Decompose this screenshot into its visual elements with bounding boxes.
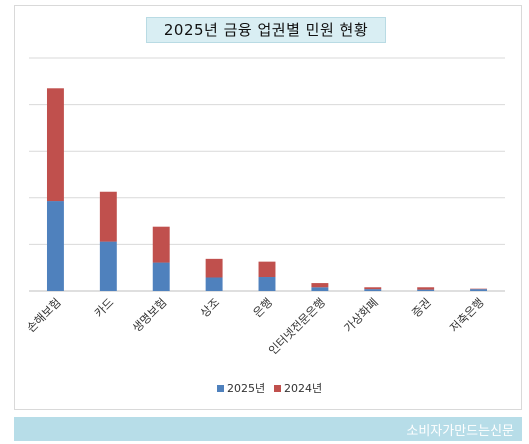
bar-series2 <box>258 261 276 278</box>
bar-series1 <box>205 277 223 291</box>
x-tick-label: 가상화폐 <box>341 295 381 335</box>
bar-series1 <box>46 201 64 291</box>
bar-series2 <box>205 258 223 278</box>
x-tick-label: 카드 <box>92 295 117 320</box>
bar-series1 <box>364 289 382 291</box>
legend: 2025년 2024년 <box>217 382 322 395</box>
x-tick-label: 인터넷전문은행 <box>266 295 328 357</box>
bar-series1 <box>417 289 435 291</box>
legend-label: 2024년 <box>284 382 322 395</box>
chart-frame <box>14 5 522 410</box>
bar-series1 <box>258 277 276 291</box>
bar-series2 <box>311 283 329 288</box>
bar-series2 <box>46 88 64 202</box>
x-tick-label: 상조 <box>197 295 222 320</box>
bar-series1 <box>311 287 329 291</box>
bar-series2 <box>417 287 435 290</box>
legend-label: 2025년 <box>227 382 265 395</box>
x-tick-label: 증권 <box>409 295 434 320</box>
bar-series1 <box>470 289 488 291</box>
x-tick-label: 은행 <box>250 295 275 320</box>
footer-brand: 소비자가만드는신문 <box>406 424 514 439</box>
bar-series1 <box>152 262 170 291</box>
bars <box>46 88 488 291</box>
bar-series2 <box>99 191 117 242</box>
legend-swatch <box>217 385 224 392</box>
footer-band: 소비자가만드는신문 <box>14 417 522 441</box>
chart-title: 2025년 금융 업권별 민원 현황 <box>146 17 386 43</box>
bar-series2 <box>364 287 382 290</box>
x-tick-label: 손해보험 <box>24 295 64 335</box>
x-tick-label: 생명보험 <box>130 295 170 335</box>
bar-series1 <box>99 241 117 291</box>
bar-series2 <box>152 226 170 263</box>
x-tick-label: 저축은행 <box>447 295 487 335</box>
legend-swatch <box>274 385 281 392</box>
